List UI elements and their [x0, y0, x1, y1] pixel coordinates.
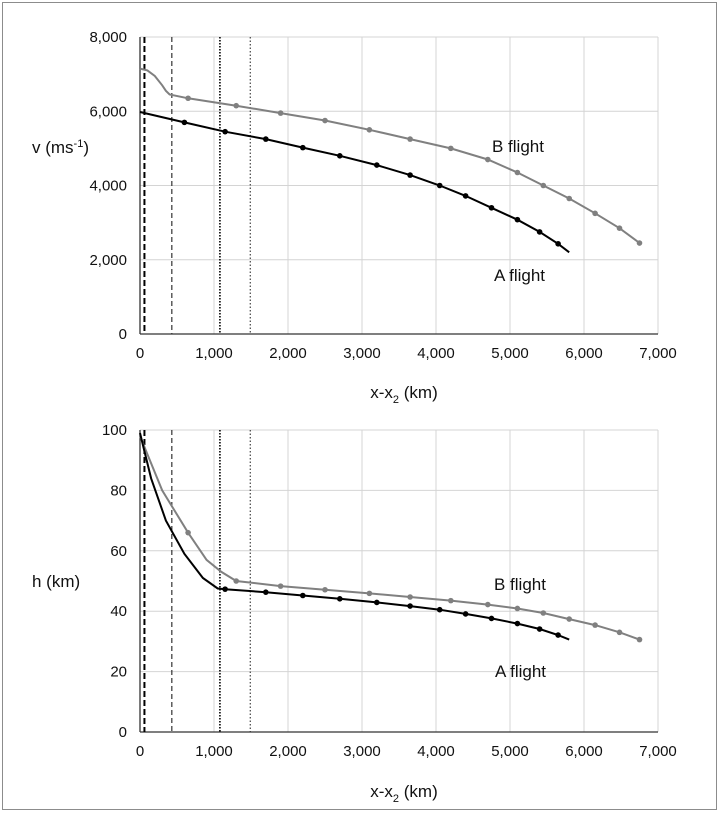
bottom-a-flight-point [462, 611, 469, 617]
chart-bottom: 0 1,000 2,000 3,000 4,000 5,000 6,000 7,000 0 20 4… [32, 422, 677, 805]
top-b-flight-point [233, 102, 239, 109]
bottom-x-tick-label: 1,000 [195, 743, 233, 760]
top-x-tick-label: 5,000 [491, 345, 529, 362]
top-b-flight-point [514, 169, 521, 176]
bottom-y-tick-label: 20 [110, 664, 127, 681]
bottom-b-flight-point [322, 586, 328, 593]
bottom-x-tick-label: 4,000 [417, 743, 455, 760]
bottom-y-tick-label: 40 [110, 603, 127, 620]
top-a-flight-point [536, 229, 543, 235]
top-y-tick-label: 8,000 [89, 29, 127, 46]
top-x-tick-label: 6,000 [565, 345, 603, 362]
top-b-flight-point [407, 136, 413, 142]
bottom-a-flight-point [555, 632, 561, 638]
top-y-tick-label: 0 [119, 326, 127, 343]
bottom-a-flight-point [407, 603, 413, 609]
bottom-b-flight-point [366, 590, 373, 597]
bottom-b-flight-point [485, 601, 491, 608]
top-a-flight-point [462, 193, 469, 199]
top-a-flight-point [300, 144, 306, 151]
top-series-label-a: A flight [494, 266, 545, 285]
bottom-a-flight-point [222, 586, 228, 592]
bottom-series-label-a: A flight [495, 662, 546, 681]
top-b-flight-point [485, 156, 491, 163]
top-a-flight-line [139, 111, 570, 254]
bottom-a-flight-point [263, 589, 269, 595]
top-a-flight-point [407, 172, 413, 178]
bottom-b-flight-point [616, 629, 623, 636]
top-a-flight-point [337, 153, 343, 159]
bottom-y-axis-label: h (km) [32, 572, 80, 591]
bottom-b-flight-point [636, 636, 643, 643]
bottom-b-flight-point [592, 622, 598, 628]
top-x-tick-label: 2,000 [269, 345, 307, 362]
top-a-flight-point [222, 128, 228, 135]
top-a-flight-point [436, 182, 443, 189]
top-b-flight-point [636, 240, 643, 246]
bottom-x-tick-label: 2,000 [269, 743, 307, 760]
top-a-flight-point [374, 162, 380, 168]
top-x-tick-label: 4,000 [417, 345, 455, 362]
bottom-b-flight-point [233, 578, 239, 584]
bottom-x-tick-label: 0 [136, 743, 144, 760]
bottom-a-flight-line [139, 432, 570, 641]
top-a-flight-point [488, 204, 495, 211]
bottom-y-tick-label: 100 [102, 422, 127, 439]
top-a-flight-point [263, 136, 269, 142]
top-x-tick-label: 1,000 [195, 345, 233, 362]
bottom-x-tick-label: 5,000 [491, 743, 529, 760]
top-x-tick-label: 0 [136, 345, 144, 362]
top-y-tick-label: 6,000 [89, 103, 127, 120]
bottom-y-tick-label: 0 [119, 724, 127, 741]
top-b-flight-point [592, 210, 598, 217]
bottom-x-tick-label: 7,000 [639, 743, 677, 760]
bottom-b-flight-line [139, 435, 640, 641]
bottom-a-flight-point [536, 626, 543, 632]
bottom-b-flight-point [566, 616, 572, 622]
bottom-b-flight-point [448, 597, 454, 604]
bottom-b-flight-point [185, 529, 191, 536]
chart-top: 0 1,000 2,000 3,000 4,000 5,000 6,000 7,000 0 2,0… [32, 29, 677, 406]
top-b-flight-point [540, 182, 547, 189]
top-series-label-b: B flight [492, 137, 544, 156]
bottom-y-tick-label: 60 [110, 543, 127, 560]
top-b-flight-point [277, 110, 284, 116]
bottom-b-flight-point [514, 605, 521, 612]
top-y-tick-label: 2,000 [89, 252, 127, 269]
bottom-a-flight-point [488, 615, 495, 622]
bottom-b-flight-point [540, 610, 547, 616]
bottom-x-tick-label: 6,000 [565, 743, 603, 760]
top-b-flight-point [566, 195, 572, 202]
top-b-flight-point [448, 145, 454, 152]
bottom-a-flight-point [374, 599, 380, 606]
top-y-tick-label: 4,000 [89, 178, 127, 195]
bottom-a-flight-point [514, 620, 521, 627]
top-y-axis-label: v (ms-1) [32, 138, 89, 157]
top-x-axis-label: x-x2 (km) [370, 383, 438, 406]
top-a-flight-point [181, 119, 188, 126]
top-x-tick-label: 7,000 [639, 345, 677, 362]
top-b-flight-point [616, 225, 623, 231]
top-x-tick-label: 3,000 [343, 345, 381, 362]
bottom-b-flight-point [277, 583, 284, 589]
bottom-x-axis-label: x-x2 (km) [370, 782, 438, 805]
bottom-series-label-b: B flight [494, 575, 546, 594]
top-b-flight-point [366, 127, 373, 133]
top-a-flight-point [555, 240, 561, 247]
bottom-y-tick-label: 80 [110, 482, 127, 499]
top-b-flight-point [185, 95, 191, 102]
bottom-a-flight-point [337, 596, 343, 602]
top-b-flight-line [139, 67, 641, 244]
bottom-a-flight-point [300, 592, 306, 599]
bottom-a-flight-point [436, 606, 443, 613]
bottom-b-flight-point [407, 594, 413, 600]
top-a-flight-point [514, 216, 521, 223]
figure-frame [2, 2, 717, 810]
top-b-flight-point [322, 117, 328, 124]
bottom-x-tick-label: 3,000 [343, 743, 381, 760]
